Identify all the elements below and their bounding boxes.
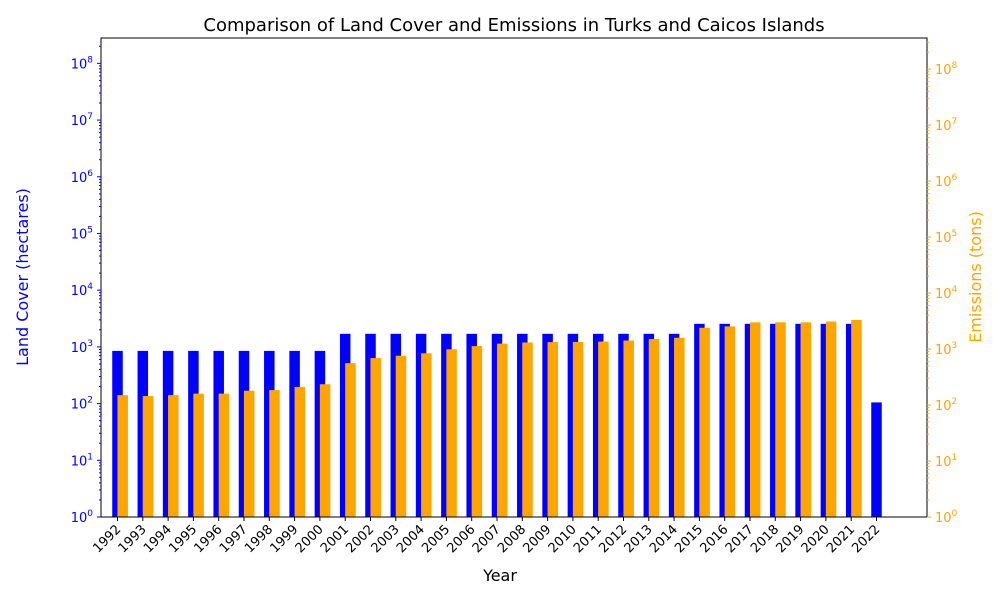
emissions-bar (825, 321, 837, 517)
y-left-tick-label: 104 (71, 282, 94, 299)
y-right-tick-label: 105 (935, 229, 957, 246)
y-left-tick-label: 106 (71, 169, 94, 186)
x-tick-label: 2012 (596, 522, 630, 556)
x-tick-label: 2004 (394, 522, 428, 556)
x-tick-label: 1992 (90, 522, 124, 556)
x-tick-label: 2017 (723, 522, 757, 556)
emissions-bar (724, 326, 736, 517)
emissions-bar (572, 341, 584, 517)
y-right-tick-label: 100 (935, 509, 958, 526)
x-tick-label: 1994 (141, 522, 175, 556)
emissions-bar (294, 387, 306, 517)
emissions-bar (370, 358, 381, 517)
y-right-tick-label: 108 (935, 61, 958, 78)
emissions-bar (243, 390, 255, 517)
y-axis-left-label: Land Cover (hectares) (13, 188, 32, 366)
y-left-tick-label: 108 (71, 55, 94, 72)
emissions-bar (749, 322, 761, 517)
x-tick-label: 2003 (369, 522, 403, 556)
x-tick-label: 2009 (520, 522, 554, 556)
emissions-bar (345, 363, 356, 517)
x-tick-label: 2014 (647, 522, 681, 556)
emissions-bar (800, 322, 812, 517)
y-right-tick-label: 107 (935, 117, 957, 134)
emissions-bar (648, 339, 660, 517)
y-right-tick-label: 101 (935, 453, 957, 470)
x-tick-label: 2000 (293, 522, 327, 556)
emissions-bar (851, 320, 862, 517)
emissions-bar (168, 395, 179, 517)
emissions-bar (421, 353, 432, 517)
x-tick-label: 2002 (343, 522, 377, 556)
emissions-bar (319, 384, 331, 517)
x-tick-label: 2005 (419, 522, 453, 556)
x-tick-label: 2001 (318, 522, 352, 556)
emissions-bar (547, 342, 559, 517)
y-axis-right-label: Emissions (tons) (966, 211, 985, 343)
emissions-bar (218, 393, 230, 517)
x-tick-label: 2015 (672, 522, 706, 556)
plot-frame (100, 37, 928, 518)
x-tick-label: 2006 (445, 522, 479, 556)
y-right-tick-label: 103 (935, 341, 957, 358)
x-tick-label: 2022 (849, 522, 883, 556)
x-tick-label: 1997 (217, 522, 251, 556)
emissions-bar (395, 355, 407, 517)
x-tick-label: 1999 (267, 522, 301, 556)
emissions-bar (674, 337, 685, 517)
emissions-bar (623, 340, 634, 517)
emissions-bar (522, 342, 533, 517)
emissions-bar (117, 395, 128, 517)
emissions-bar (471, 346, 483, 517)
y-right-tick-label: 106 (935, 173, 958, 190)
land-cover-bar (871, 402, 882, 517)
x-axis-label: Year (482, 566, 517, 585)
x-tick-label: 2021 (824, 522, 858, 556)
emissions-bar (496, 343, 508, 517)
emissions-bar (193, 393, 204, 517)
emissions-bar (446, 349, 457, 517)
x-tick-label: 2016 (698, 522, 732, 556)
x-tick-label: 2019 (773, 522, 807, 556)
x-tick-label: 1995 (166, 522, 200, 556)
y-left-tick-label: 107 (71, 112, 93, 129)
x-tick-label: 1993 (116, 522, 150, 556)
emissions-bar (269, 390, 280, 517)
bars-layer (112, 320, 882, 517)
y-left-tick-label: 101 (71, 452, 93, 469)
chart-title: Comparison of Land Cover and Emissions i… (203, 15, 824, 36)
y-left-tick-label: 103 (71, 339, 93, 356)
x-tick-label: 2010 (546, 522, 580, 556)
emissions-bar (598, 341, 609, 517)
x-tick-label: 2020 (799, 522, 833, 556)
x-tick-label: 2018 (748, 522, 782, 556)
y-left-tick-label: 100 (71, 509, 94, 526)
emissions-bar (775, 322, 786, 517)
x-tick-label: 2013 (622, 522, 656, 556)
y-left-tick-label: 105 (71, 225, 93, 242)
x-tick-label: 1998 (242, 522, 276, 556)
x-tick-label: 2008 (495, 522, 529, 556)
y-right-tick-label: 102 (935, 397, 957, 414)
x-tick-label: 2011 (571, 522, 605, 556)
emissions-bar (142, 396, 154, 517)
x-tick-label: 1996 (192, 522, 226, 556)
x-tick-label: 2007 (470, 522, 504, 556)
y-left-tick-label: 102 (71, 396, 93, 413)
y-right-tick-label: 104 (935, 285, 958, 302)
emissions-bar (699, 327, 710, 517)
